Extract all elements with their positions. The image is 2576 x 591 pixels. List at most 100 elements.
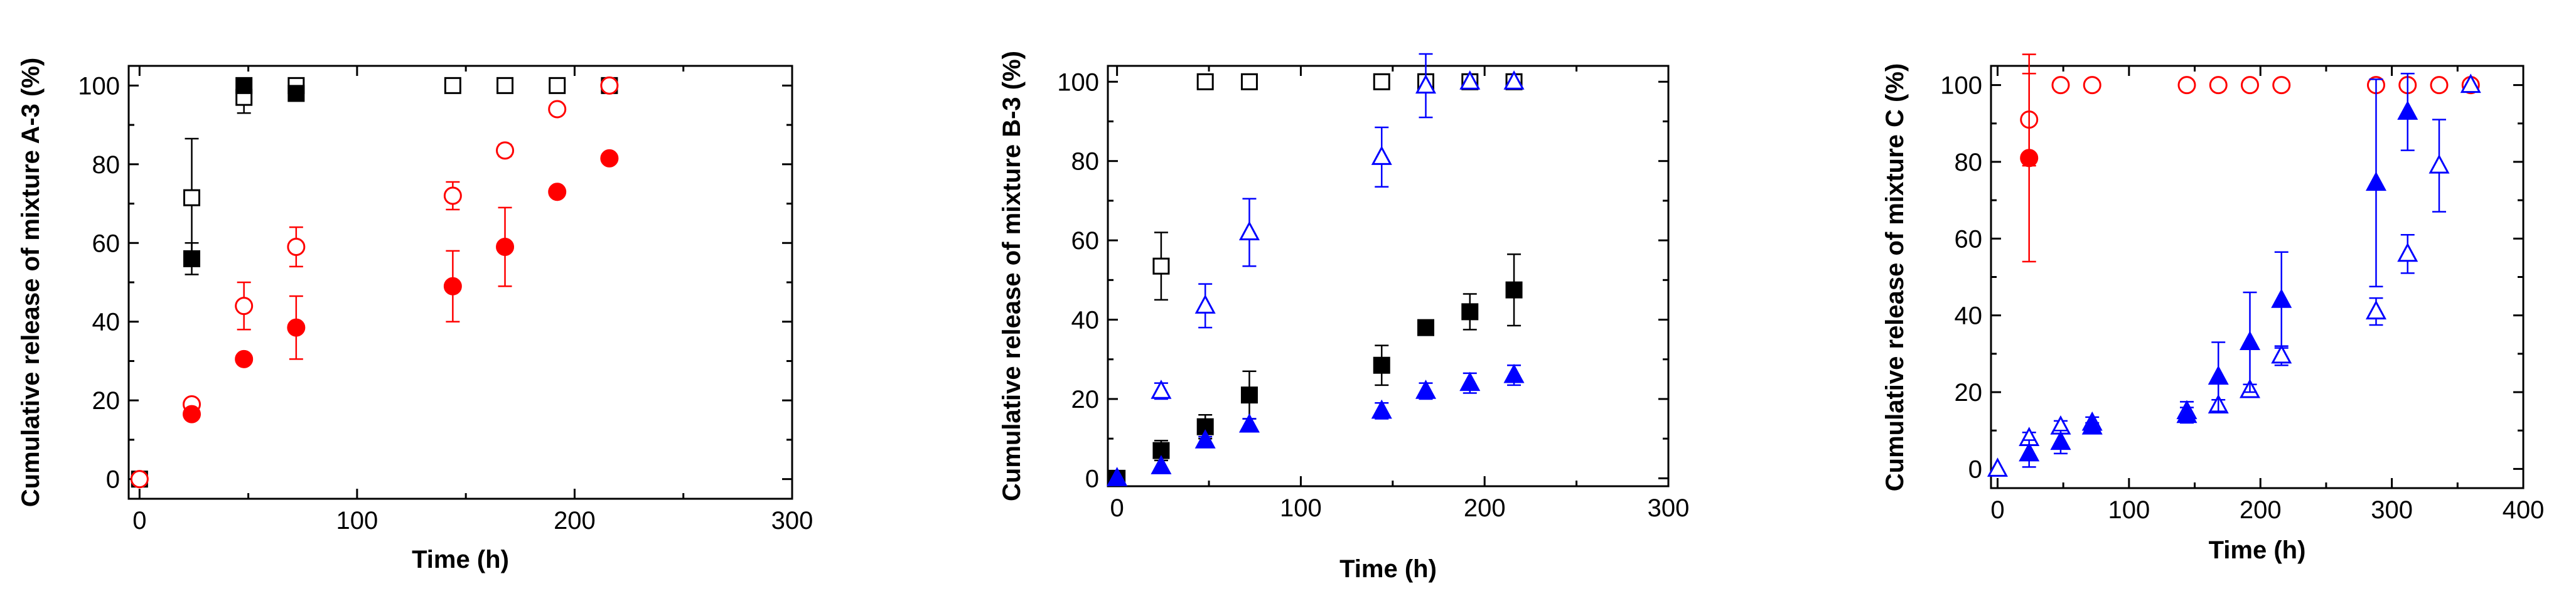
x-tick-label: 200 — [1464, 494, 1506, 522]
data-point — [1373, 73, 1390, 90]
data-point — [496, 77, 514, 94]
data-point — [287, 318, 306, 337]
data-point — [1373, 356, 1390, 374]
data-point — [2176, 403, 2198, 423]
data-point — [287, 85, 305, 102]
chart-3: 0 100 200 300 400 0 20 40 60 80 100 Time (h) Cumulat… — [1881, 53, 2545, 564]
y-tick-label: 40 — [1955, 302, 1983, 330]
data-point — [2083, 76, 2101, 95]
y-tick-label: 20 — [92, 387, 121, 415]
x-tick-label: 0 — [1990, 496, 2004, 524]
data-point — [1461, 303, 1479, 321]
data-point — [1371, 146, 1392, 165]
plot-frame — [1990, 65, 2525, 489]
x-tick-label: 200 — [2240, 496, 2282, 524]
data-point — [2019, 442, 2040, 462]
data-point — [1152, 257, 1170, 275]
y-tick-label: 0 — [1085, 465, 1099, 492]
data-point — [600, 149, 619, 168]
data-point — [1417, 319, 1435, 336]
x-tick-label: 0 — [132, 507, 146, 535]
data-point — [1151, 380, 1172, 399]
data-point — [1238, 413, 1260, 433]
data-point — [2430, 76, 2449, 95]
data-point — [443, 277, 462, 296]
data-point — [600, 76, 619, 95]
data-point — [1503, 363, 1525, 383]
data-point — [2240, 76, 2259, 95]
y-axis-label: Cumulative release of mixture A-3 (%) — [17, 58, 45, 508]
data-point — [2271, 289, 2292, 308]
data-point — [1196, 73, 1214, 90]
data-point — [2397, 242, 2418, 262]
y-tick-label: 80 — [1071, 148, 1100, 176]
x-tick-label: 300 — [1648, 494, 1690, 522]
series-blue-open-triangles — [1151, 53, 1525, 400]
series-black-filled-squares — [1108, 253, 1523, 487]
y-axis-label: Cumulative release of mixture C (%) — [1881, 63, 1909, 491]
x-axis-label: Time (h) — [1339, 555, 1437, 583]
data-point — [2272, 76, 2291, 95]
x-tick-label: 100 — [1280, 494, 1322, 522]
y-tick-label: 100 — [1940, 72, 1982, 100]
y-tick-label: 80 — [92, 151, 121, 179]
data-point — [235, 349, 254, 368]
series-blue-open-triangles — [1987, 73, 2481, 477]
y-tick-label: 20 — [1071, 386, 1100, 413]
data-point — [2209, 76, 2228, 95]
data-point — [549, 77, 566, 94]
x-tick-label: 300 — [2371, 496, 2413, 524]
x-axis-label: Time (h) — [2209, 536, 2306, 564]
y-tick-label: 60 — [1955, 225, 1983, 253]
data-point — [1987, 457, 2008, 477]
data-point — [1240, 386, 1258, 404]
y-axis-label: Cumulative release of mixture B-3 (%) — [998, 51, 1026, 501]
series-black-open-squares — [1152, 73, 1523, 301]
data-point — [130, 470, 149, 489]
chart-1: 0 100 200 300 0 20 40 60 80 100 Time (h) Cumulative… — [17, 58, 813, 573]
data-point — [496, 238, 515, 257]
x-tick-label: 100 — [336, 507, 378, 535]
data-point — [2460, 73, 2481, 93]
data-point — [1503, 70, 1525, 90]
x-tick-label: 100 — [2108, 496, 2150, 524]
x-tick-label: 400 — [2503, 496, 2545, 524]
series-blue-filled-triangles — [2019, 72, 2418, 468]
data-point — [2208, 365, 2229, 385]
data-point — [235, 77, 253, 94]
y-tick-label: 40 — [92, 309, 121, 336]
y-tick-label: 0 — [1968, 455, 1982, 483]
data-point — [183, 250, 201, 267]
data-point — [2177, 76, 2196, 95]
x-tick-label: 300 — [771, 507, 813, 535]
data-point — [1107, 467, 1128, 486]
y-tick-label: 100 — [78, 72, 120, 100]
data-point — [2020, 149, 2039, 168]
data-point — [2051, 76, 2070, 95]
plot-frame — [1107, 65, 1670, 487]
x-tick-label: 200 — [554, 507, 596, 535]
data-point — [1240, 73, 1258, 90]
data-point — [183, 189, 201, 206]
data-point — [2397, 100, 2418, 120]
data-point — [2365, 171, 2387, 191]
x-axis-label: Time (h) — [412, 546, 509, 573]
x-tick-label: 0 — [1110, 494, 1124, 522]
data-point — [2239, 331, 2260, 351]
series-red-filled-circles — [183, 149, 619, 423]
data-point — [1459, 70, 1481, 90]
y-tick-label: 40 — [1071, 307, 1100, 334]
data-point — [235, 297, 254, 316]
data-point — [1415, 74, 1437, 94]
data-point — [2050, 430, 2071, 450]
data-point — [1194, 294, 1216, 314]
series-black-filled-squares — [183, 77, 305, 275]
data-point — [548, 183, 567, 201]
data-point — [444, 77, 461, 94]
data-point — [1151, 455, 1172, 474]
data-point — [1459, 371, 1481, 391]
data-point — [2428, 154, 2450, 174]
series-red-open-circles — [130, 76, 619, 489]
data-point — [1505, 281, 1523, 299]
